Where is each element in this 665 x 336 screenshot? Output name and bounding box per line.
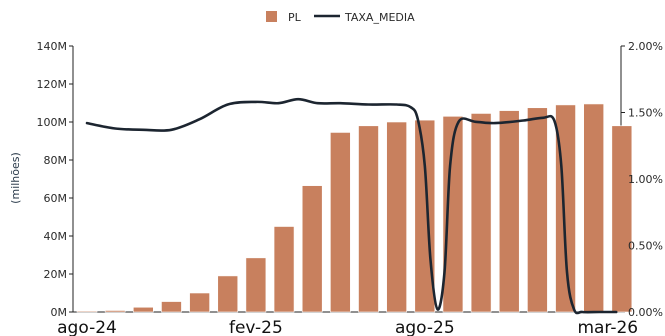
pl-bar — [217, 275, 239, 313]
pl-bar — [189, 292, 210, 313]
y-right-tick-label: 1.50% — [628, 107, 663, 120]
y-left-tick-label: 20M — [44, 268, 68, 281]
x-tick-label: fev-25 — [229, 318, 283, 336]
pl-bar — [330, 132, 351, 313]
pl-bar — [358, 125, 379, 313]
legend: PL TAXA_MEDIA — [266, 11, 415, 24]
pl-bar — [611, 125, 633, 313]
y-left-tick-label: 120M — [37, 78, 68, 91]
pl-bar — [583, 103, 605, 313]
x-tick-label: mar-26 — [577, 318, 638, 336]
y-left-axis-label: (milhões) — [9, 152, 22, 204]
legend-pl-swatch — [266, 11, 277, 22]
pl-bar — [273, 226, 295, 313]
legend-taxa-label: TAXA_MEDIA — [344, 11, 415, 24]
x-tick-label: ago-25 — [395, 318, 455, 336]
pl-bar — [498, 110, 520, 313]
taxa-media-line-group — [85, 97, 618, 315]
pl-bar — [76, 310, 98, 313]
y-left-tick-label: 40M — [44, 230, 68, 243]
y-left-tick-label: 140M — [37, 40, 68, 53]
y-left-tick-label: 80M — [44, 154, 68, 167]
legend-pl-label: PL — [288, 11, 302, 24]
pl-bar — [442, 116, 464, 313]
pl-bar — [470, 113, 492, 313]
y-right-tick-label: 0.00% — [628, 306, 663, 319]
y-left-tick-label: 60M — [44, 192, 68, 205]
pl-bar — [161, 301, 182, 313]
pl-bar — [104, 310, 126, 313]
pl-bar — [301, 185, 323, 313]
y-left-tick-label: 100M — [37, 116, 68, 129]
pl-bar — [527, 107, 548, 313]
pl-bar — [386, 121, 407, 313]
y-right-tick-label: 2.00% — [628, 40, 663, 53]
y-right-tick-label: 0.50% — [628, 240, 663, 253]
taxa-media-line — [85, 97, 618, 315]
y-left-tick-label: 0M — [51, 306, 68, 319]
x-tick-label: ago-24 — [57, 318, 117, 336]
tick-labels: 0M 20M 40M 60M 80M 100M 120M 140M 0.00% 0.50% 1.00… — [37, 40, 663, 336]
y-right-tick-label: 1.00% — [628, 173, 663, 186]
pl-bar — [245, 257, 267, 313]
pl-bar — [133, 306, 154, 313]
bars — [76, 103, 633, 313]
